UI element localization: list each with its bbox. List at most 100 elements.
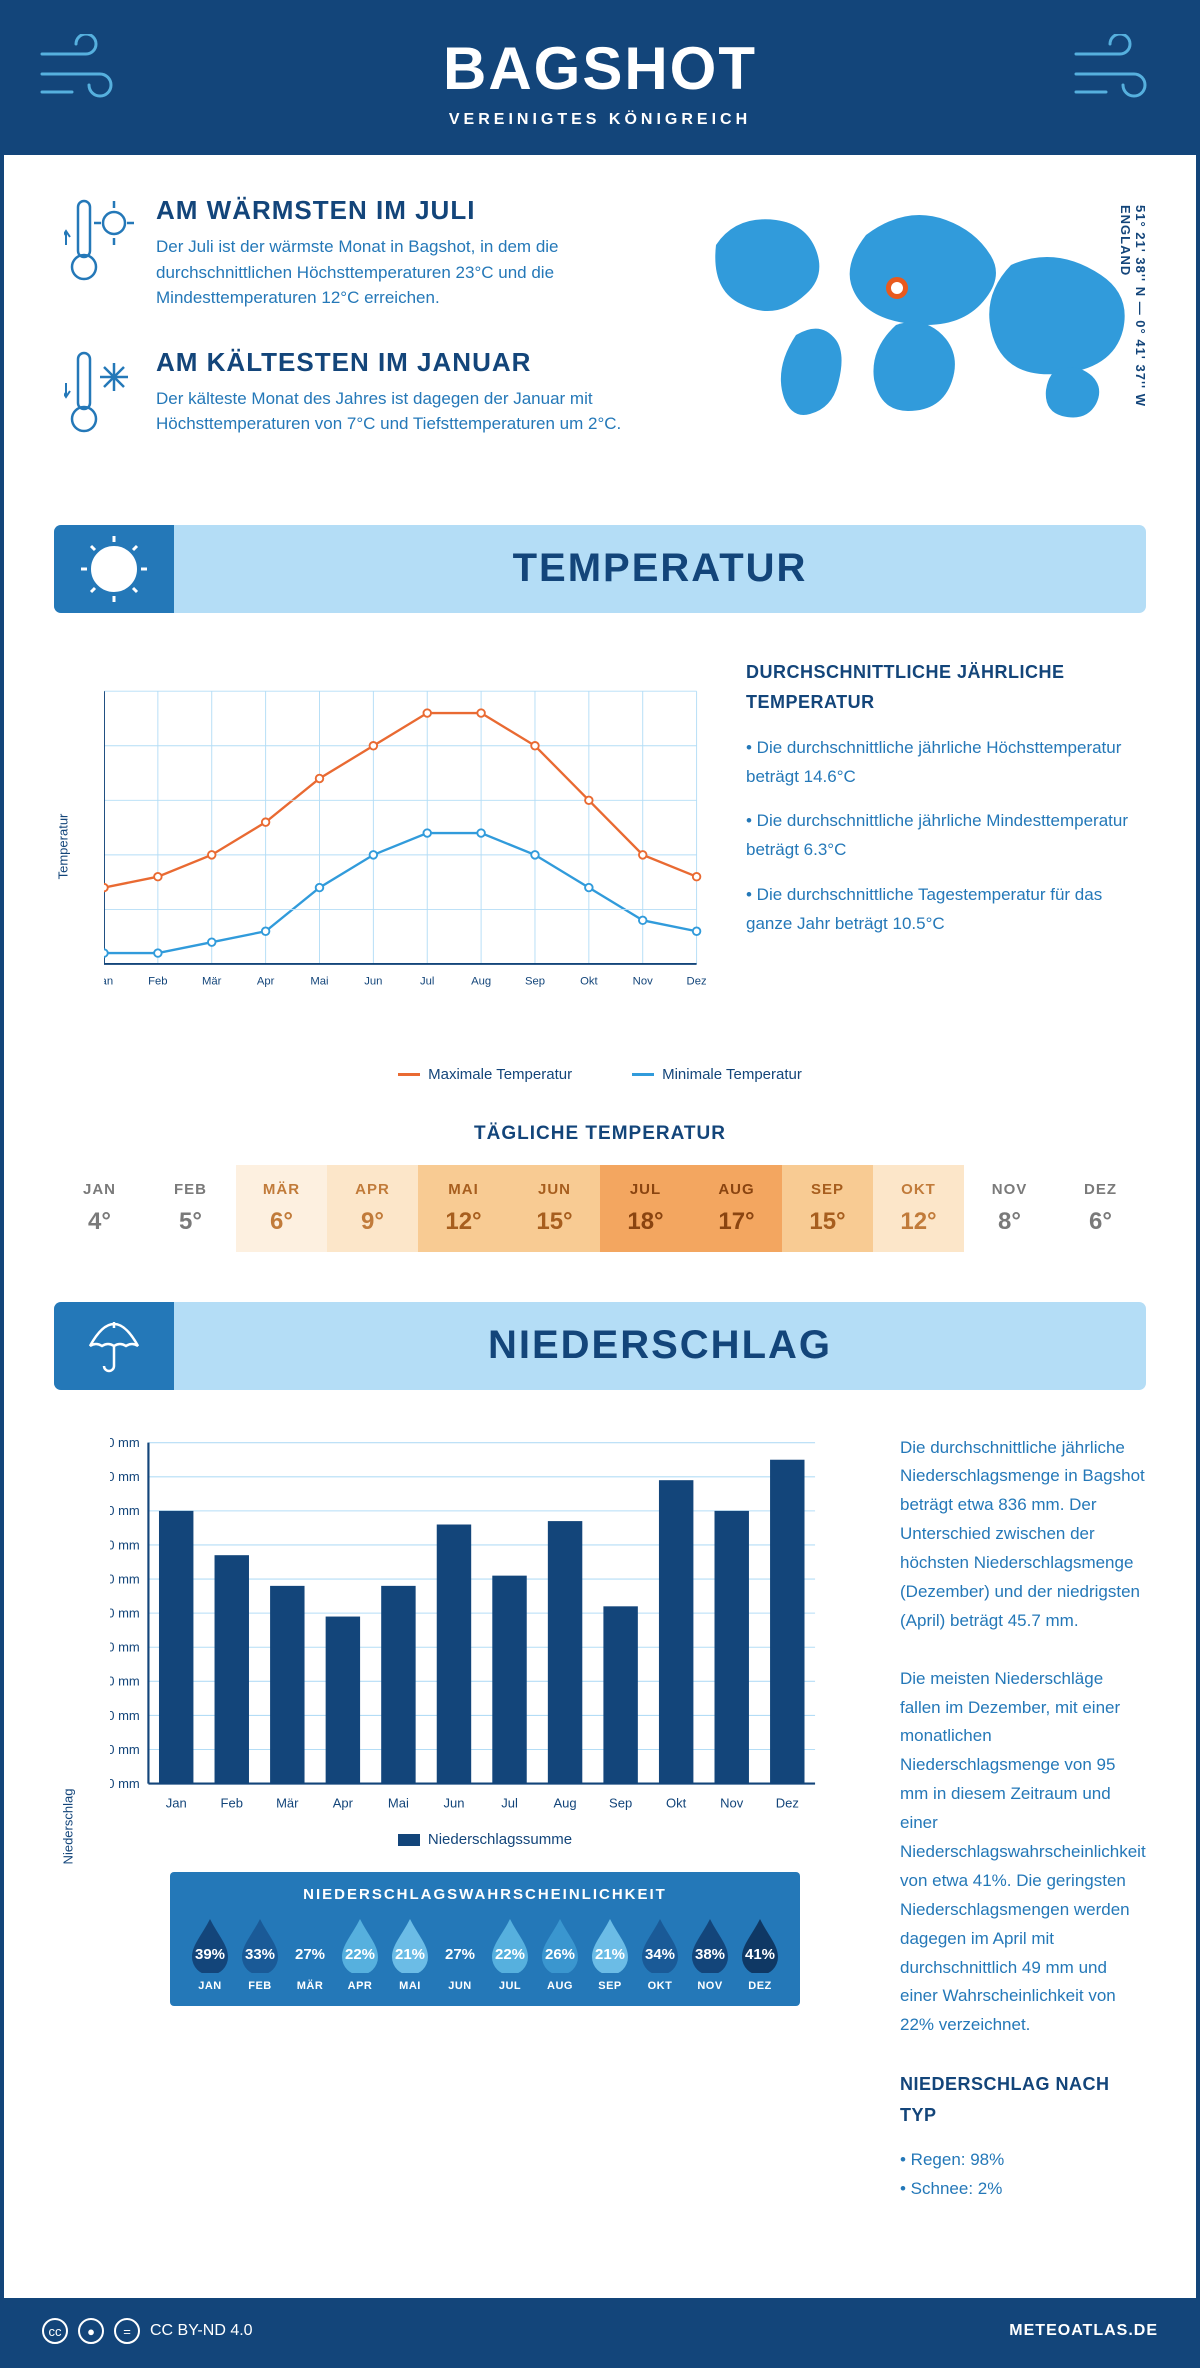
svg-text:Feb: Feb <box>148 975 167 987</box>
cc-icon: cc <box>42 2318 68 2344</box>
daily-temp-cell: APR9° <box>327 1165 418 1252</box>
daily-temp-cell: OKT12° <box>873 1165 964 1252</box>
temperature-banner: TEMPERATUR <box>54 525 1146 613</box>
precip-ylabel: Niederschlag <box>60 1788 75 1864</box>
daily-temp-title: TÄGLICHE TEMPERATUR <box>4 1123 1196 1145</box>
svg-text:39%: 39% <box>195 1946 225 1963</box>
precip-info: Die durchschnittliche jährliche Niedersc… <box>900 1434 1146 2205</box>
svg-text:21%: 21% <box>395 1946 425 1963</box>
avg-temp-title: DURCHSCHNITTLICHE JÄHRLICHE TEMPERATUR <box>746 657 1136 718</box>
nd-icon: = <box>114 2318 140 2344</box>
fact-cold-title: AM KÄLTESTEN IM JANUAR <box>156 347 656 378</box>
drop: 22%JUL <box>488 1917 532 1992</box>
svg-text:Mai: Mai <box>388 1795 409 1810</box>
world-map-svg <box>696 195 1136 425</box>
svg-text:Okt: Okt <box>666 1795 687 1810</box>
license: cc ● = CC BY-ND 4.0 <box>42 2318 253 2344</box>
svg-text:Nov: Nov <box>720 1795 744 1810</box>
svg-text:Nov: Nov <box>633 975 653 987</box>
precip-chart-row: Niederschlag 0 mm10 mm20 mm30 mm40 mm50 … <box>4 1390 1196 2249</box>
world-map: 51° 21' 38'' N — 0° 41' 37'' WENGLAND <box>696 195 1136 485</box>
wind-icon <box>1072 34 1162 130</box>
avg-temp-bullet: • Die durchschnittliche Tagestemperatur … <box>746 881 1136 939</box>
daily-temp-strip: JAN4°FEB5°MÄR6°APR9°MAI12°JUN15°JUL18°AU… <box>54 1165 1146 1252</box>
avg-temp-bullet: • Die durchschnittliche jährliche Höchst… <box>746 734 1136 792</box>
page-subtitle: VEREINIGTES KÖNIGREICH <box>4 111 1196 129</box>
drop: 38%NOV <box>688 1917 732 1992</box>
svg-text:34%: 34% <box>645 1946 675 1963</box>
svg-text:21%: 21% <box>595 1946 625 1963</box>
svg-text:90 mm: 90 mm <box>110 1469 140 1484</box>
daily-temp-cell: FEB5° <box>145 1165 236 1252</box>
license-text: CC BY-ND 4.0 <box>150 2322 253 2340</box>
avg-temp-info: DURCHSCHNITTLICHE JÄHRLICHE TEMPERATUR •… <box>746 657 1136 1022</box>
daily-temp-cell: MAI12° <box>418 1165 509 1252</box>
svg-text:0 mm: 0 mm <box>110 1775 140 1790</box>
legend-item: Minimale Temperatur <box>632 1066 802 1083</box>
drop: 33%FEB <box>238 1917 282 1992</box>
svg-text:Mär: Mär <box>276 1795 299 1810</box>
svg-text:26%: 26% <box>545 1946 575 1963</box>
coordinates: 51° 21' 38'' N — 0° 41' 37'' WENGLAND <box>1118 205 1148 407</box>
temperature-heading: TEMPERATUR <box>174 546 1146 591</box>
svg-text:80 mm: 80 mm <box>110 1503 140 1518</box>
fact-cold: AM KÄLTESTEN IM JANUAR Der kälteste Mona… <box>64 347 656 449</box>
svg-text:Dez: Dez <box>776 1795 799 1810</box>
header: BAGSHOT VEREINIGTES KÖNIGREICH <box>4 4 1196 155</box>
svg-text:100 mm: 100 mm <box>110 1435 140 1450</box>
svg-text:27%: 27% <box>295 1946 325 1963</box>
precip-heading: NIEDERSCHLAG <box>174 1323 1146 1368</box>
temp-ylabel: Temperatur <box>55 814 70 880</box>
svg-text:20 mm: 20 mm <box>110 1707 140 1722</box>
infographic-page: BAGSHOT VEREINIGTES KÖNIGREICH AM WÄRMST… <box>0 0 1200 2368</box>
drop: 21%SEP <box>588 1917 632 1992</box>
svg-text:Aug: Aug <box>471 975 491 987</box>
daily-temp-cell: SEP15° <box>782 1165 873 1252</box>
intro-section: AM WÄRMSTEN IM JULI Der Juli ist der wär… <box>4 155 1196 525</box>
svg-text:Feb: Feb <box>221 1795 243 1810</box>
svg-text:Mär: Mär <box>202 975 222 987</box>
drop: 22%APR <box>338 1917 382 1992</box>
legend-item: Maximale Temperatur <box>398 1066 572 1083</box>
precip-banner: NIEDERSCHLAG <box>54 1302 1146 1390</box>
svg-text:33%: 33% <box>245 1946 275 1963</box>
drop: 27%JUN <box>438 1917 482 1992</box>
svg-text:22%: 22% <box>345 1946 375 1963</box>
precip-probability-box: NIEDERSCHLAGSWAHRSCHEINLICHKEIT 39%JAN33… <box>170 1872 800 2006</box>
daily-temp-cell: JAN4° <box>54 1165 145 1252</box>
footer: cc ● = CC BY-ND 4.0 METEOATLAS.DE <box>4 2298 1196 2364</box>
svg-text:70 mm: 70 mm <box>110 1537 140 1552</box>
sun-icon <box>54 525 174 613</box>
fact-warm-body: Der Juli ist der wärmste Monat in Bagsho… <box>156 234 656 311</box>
svg-text:27%: 27% <box>445 1946 475 1963</box>
temp-legend: Maximale Temperatur Minimale Temperatur <box>4 1066 1196 1103</box>
svg-text:Apr: Apr <box>333 1795 354 1810</box>
drops-title: NIEDERSCHLAGSWAHRSCHEINLICHKEIT <box>188 1886 782 1903</box>
temperature-chart-row: Temperatur 0°C5°C10°C15°C20°C25°CJanFebM… <box>4 613 1196 1066</box>
precip-type: • Schnee: 2% <box>900 2175 1146 2204</box>
svg-text:Jun: Jun <box>364 975 382 987</box>
daily-temp-cell: DEZ6° <box>1055 1165 1146 1252</box>
precip-para-1: Die durchschnittliche jährliche Niedersc… <box>900 1434 1146 1636</box>
facts-column: AM WÄRMSTEN IM JULI Der Juli ist der wär… <box>64 195 656 485</box>
svg-text:Jan: Jan <box>104 975 113 987</box>
svg-text:Jul: Jul <box>501 1795 518 1810</box>
precip-para-2: Die meisten Niederschläge fallen im Deze… <box>900 1665 1146 2041</box>
svg-text:Okt: Okt <box>580 975 598 987</box>
svg-text:Apr: Apr <box>257 975 275 987</box>
daily-temp-cell: JUL18° <box>600 1165 691 1252</box>
daily-temp-cell: NOV8° <box>964 1165 1055 1252</box>
svg-text:Sep: Sep <box>525 975 545 987</box>
wind-icon <box>38 34 128 130</box>
svg-text:Aug: Aug <box>553 1795 576 1810</box>
fact-cold-body: Der kälteste Monat des Jahres ist dagege… <box>156 386 656 437</box>
drop: 34%OKT <box>638 1917 682 1992</box>
avg-temp-bullet: • Die durchschnittliche jährliche Mindes… <box>746 807 1136 865</box>
svg-text:Mai: Mai <box>310 975 328 987</box>
svg-text:38%: 38% <box>695 1946 725 1963</box>
page-title: BAGSHOT <box>4 34 1196 103</box>
precip-bar-chart: 0 mm10 mm20 mm30 mm40 mm50 mm60 mm70 mm8… <box>110 1434 860 1814</box>
precip-type: • Regen: 98% <box>900 2146 1146 2175</box>
svg-text:30 mm: 30 mm <box>110 1673 140 1688</box>
location-marker <box>886 277 908 299</box>
